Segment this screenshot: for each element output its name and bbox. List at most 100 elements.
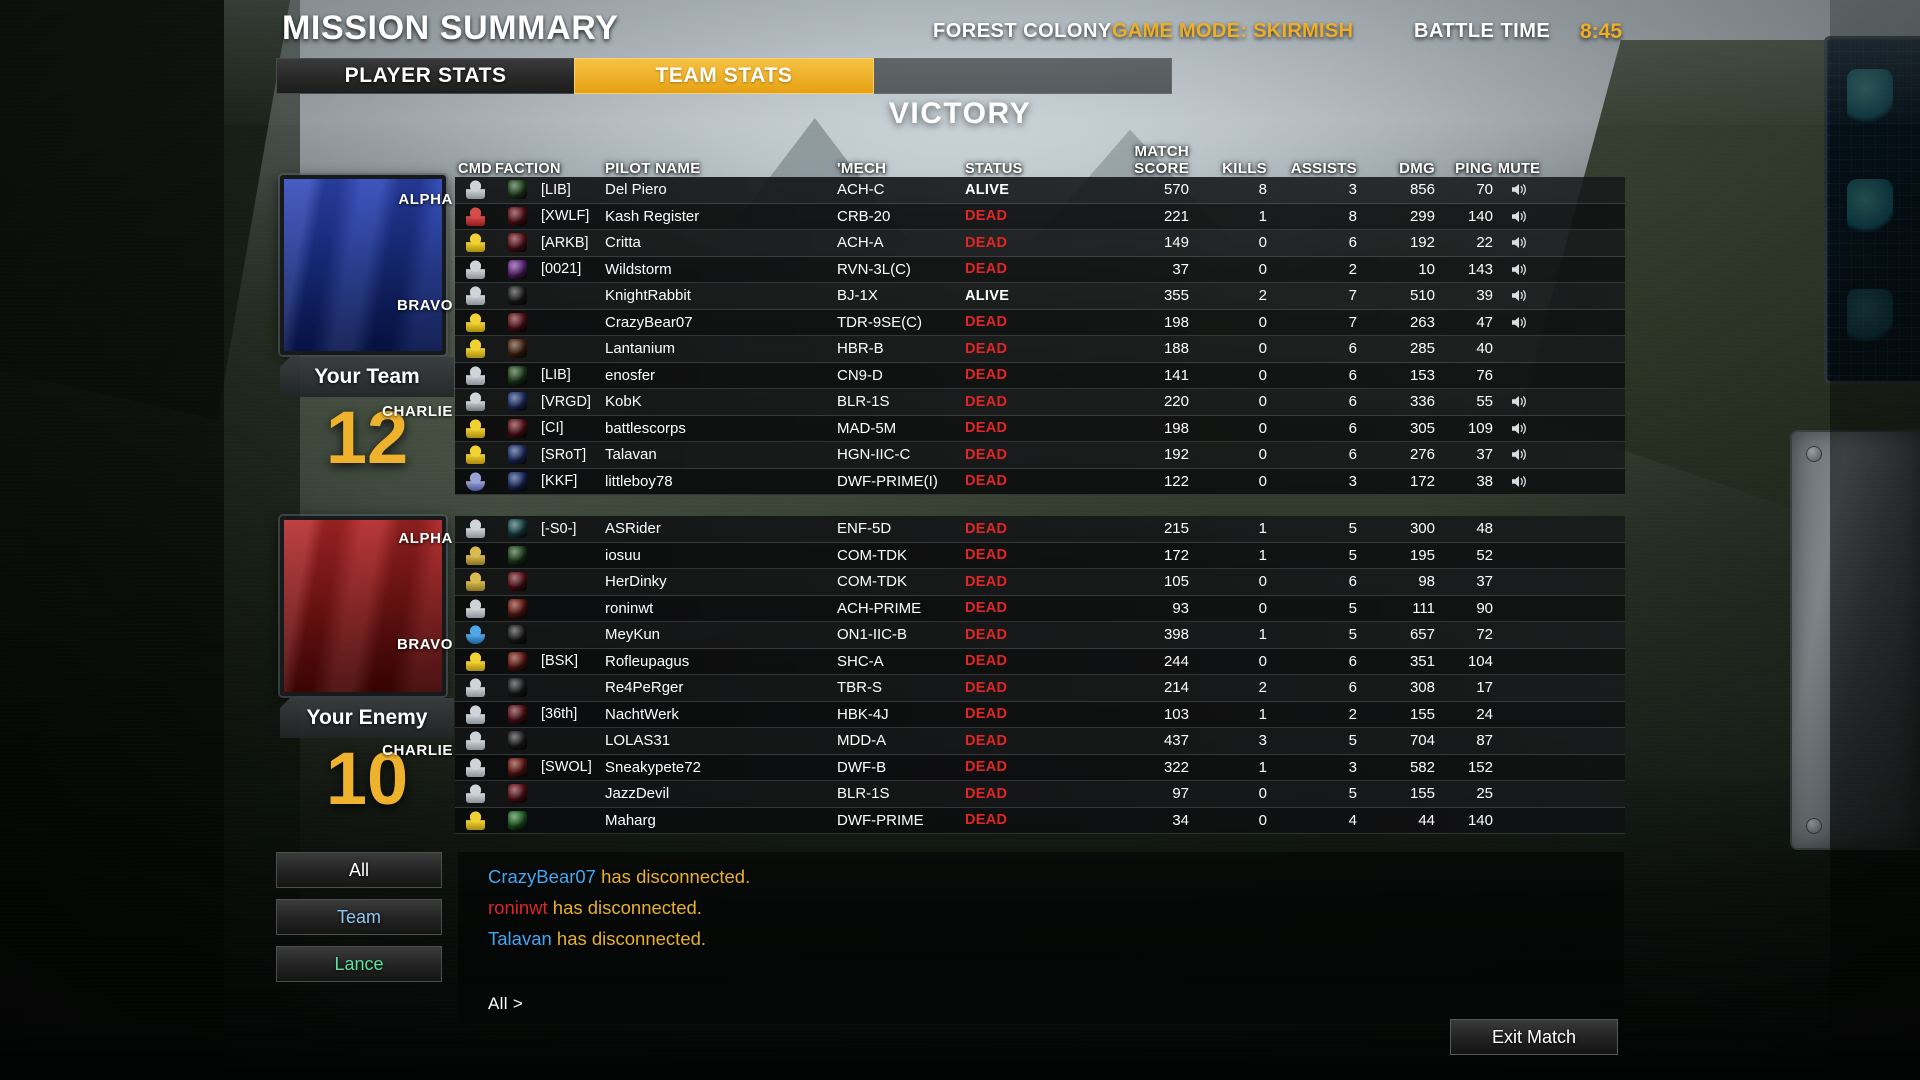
cell-kills: 2 — [1258, 287, 1267, 305]
chat-button-lance[interactable]: Lance — [276, 946, 442, 982]
crown-rank-icon — [465, 233, 485, 253]
cell-faction — [495, 471, 539, 491]
cell-pilot-name: HerDinky — [605, 573, 667, 591]
table-row[interactable]: HerDinky COM-TDK DEAD 105 0 6 98 37 — [455, 569, 1625, 596]
mute-speaker-icon[interactable] — [1511, 209, 1528, 224]
cell-mech: HGN-IIC-C — [837, 446, 911, 464]
cell-mute[interactable] — [1493, 421, 1545, 436]
chat-channel-buttons: All Team Lance — [276, 852, 442, 993]
table-row[interactable]: MeyKun ON1-IIC-B DEAD 398 1 5 657 72 — [455, 622, 1625, 649]
table-row[interactable]: [XWLF] Kash Register CRB-20 DEAD 221 1 8 299 140 — [455, 203, 1625, 230]
cell-unit-tag: [CI] — [541, 420, 564, 437]
chat-button-all[interactable]: All — [276, 852, 442, 888]
table-row[interactable]: [LIB] Del Piero ACH-C ALIVE 570 8 3 856 70 — [455, 177, 1625, 204]
enemy-team-label: Your Enemy — [280, 698, 454, 738]
table-row[interactable]: Re4PeRger TBR-S DEAD 214 2 6 308 17 — [455, 675, 1625, 702]
mute-speaker-icon[interactable] — [1511, 394, 1528, 409]
tab-team-stats[interactable]: TEAM STATS — [574, 58, 874, 94]
cell-match-score: 215 — [1163, 520, 1189, 538]
cell-cmd — [455, 180, 495, 200]
cell-mute[interactable] — [1493, 394, 1545, 409]
crown-rank-icon — [465, 651, 485, 671]
cell-assists: 6 — [1348, 679, 1357, 697]
table-row[interactable]: [-S0-] ASRider ENF-5D DEAD 215 1 5 300 48 — [455, 516, 1625, 543]
table-row[interactable]: [CI] battlescorps MAD-5M DEAD 198 0 6 305 109 — [455, 415, 1625, 442]
mute-speaker-icon[interactable] — [1511, 288, 1528, 303]
table-row[interactable]: JazzDevil BLR-1S DEAD 97 0 5 155 25 — [455, 781, 1625, 808]
table-row[interactable]: [SRoT] Talavan HGN-IIC-C DEAD 192 0 6 276 37 — [455, 442, 1625, 469]
table-row[interactable]: [SWOL] Sneakypete72 DWF-B DEAD 322 1 3 582 152 — [455, 754, 1625, 781]
cell-dmg: 44 — [1418, 811, 1435, 829]
table-row[interactable]: [BSK] Rofleupagus SHC-A DEAD 244 0 6 351 104 — [455, 648, 1625, 675]
mute-speaker-icon[interactable] — [1511, 315, 1528, 330]
cell-dmg: 195 — [1409, 546, 1435, 564]
table-row[interactable]: [KKF] littleboy78 DWF-PRIME(I) DEAD 122 0 3 172… — [455, 468, 1625, 495]
column-header-pilot: PILOT NAME — [605, 160, 701, 177]
cell-kills: 0 — [1258, 573, 1267, 591]
column-header-mute: MUTE — [1497, 161, 1541, 177]
cell-mute[interactable] — [1493, 288, 1545, 303]
cell-dmg: 299 — [1409, 207, 1435, 225]
pilot-rank-icon — [465, 259, 485, 279]
mute-speaker-icon[interactable] — [1511, 447, 1528, 462]
cell-mech: DWF-B — [837, 758, 887, 776]
tab-player-stats[interactable]: PLAYER STATS — [276, 58, 575, 94]
table-row[interactable]: LOLAS31 MDD-A DEAD 437 3 5 704 87 — [455, 728, 1625, 755]
lance-label: ALPHA — [398, 191, 453, 208]
cell-ping: 37 — [1476, 573, 1493, 591]
mute-speaker-icon[interactable] — [1511, 421, 1528, 436]
cell-mech: ACH-C — [837, 181, 885, 199]
table-row[interactable]: [ARKB] Critta ACH-A DEAD 149 0 6 192 22 — [455, 230, 1625, 257]
cell-dmg: 111 — [1412, 599, 1435, 617]
chat-input-prompt: All > — [488, 994, 524, 1013]
table-row[interactable]: [VRGD] KobK BLR-1S DEAD 220 0 6 336 55 — [455, 389, 1625, 416]
cell-mute[interactable] — [1493, 209, 1545, 224]
cell-mech: MDD-A — [837, 732, 887, 750]
cell-mech: DWF-PRIME(I) — [837, 472, 938, 490]
lance-group: BRAVO KnightRabbit BJ-1X ALIVE 355 2 7 510 39 Cra… — [397, 283, 1625, 389]
cell-mute[interactable] — [1493, 474, 1545, 489]
table-row[interactable]: [LIB] enosfer CN9-D DEAD 141 0 6 153 76 — [455, 362, 1625, 389]
mute-speaker-icon[interactable] — [1511, 474, 1528, 489]
pilot-rank-icon — [465, 678, 485, 698]
mute-speaker-icon[interactable] — [1511, 235, 1528, 250]
table-row[interactable]: Maharg DWF-PRIME DEAD 34 0 4 44 140 — [455, 807, 1625, 834]
exit-match-button[interactable]: Exit Match — [1450, 1019, 1618, 1055]
table-row[interactable]: KnightRabbit BJ-1X ALIVE 355 2 7 510 39 — [455, 283, 1625, 310]
cell-match-score: 437 — [1163, 732, 1189, 750]
cell-status: DEAD — [965, 208, 1008, 225]
table-row[interactable]: [36th] NachtWerk HBK-4J DEAD 103 1 2 155 24 — [455, 701, 1625, 728]
mute-speaker-icon[interactable] — [1511, 262, 1528, 277]
faction-emblem-icon — [507, 206, 527, 226]
cell-ping: 17 — [1476, 679, 1493, 697]
table-row[interactable]: Lantanium HBR-B DEAD 188 0 6 285 40 — [455, 336, 1625, 363]
table-row[interactable]: CrazyBear07 TDR-9SE(C) DEAD 198 0 7 263 47 — [455, 309, 1625, 336]
faction-emblem-icon — [507, 810, 527, 830]
mute-speaker-icon[interactable] — [1511, 182, 1528, 197]
cell-dmg: 582 — [1409, 758, 1435, 776]
cell-pilot-name: ASRider — [605, 520, 661, 538]
cell-status: DEAD — [965, 573, 1008, 590]
table-row[interactable]: roninwt ACH-PRIME DEAD 93 0 5 111 90 — [455, 595, 1625, 622]
cell-faction — [495, 810, 539, 830]
cell-mute[interactable] — [1493, 235, 1545, 250]
cell-match-score: 198 — [1163, 313, 1189, 331]
faction-emblem-icon — [507, 651, 527, 671]
chat-input-bar[interactable]: All > — [458, 984, 1624, 1024]
table-row[interactable]: iosuu COM-TDK DEAD 172 1 5 195 52 — [455, 542, 1625, 569]
cell-mute[interactable] — [1493, 315, 1545, 330]
cell-mute[interactable] — [1493, 262, 1545, 277]
cell-match-score: 93 — [1172, 599, 1189, 617]
cell-mute[interactable] — [1493, 182, 1545, 197]
cell-mute[interactable] — [1493, 447, 1545, 462]
cell-assists: 6 — [1348, 234, 1357, 252]
cell-status: DEAD — [965, 600, 1008, 617]
bolt-rank-icon — [465, 625, 485, 645]
cell-ping: 38 — [1476, 472, 1493, 490]
cell-status: DEAD — [965, 473, 1008, 490]
cell-match-score: 192 — [1163, 446, 1189, 464]
chat-button-team[interactable]: Team — [276, 899, 442, 935]
gold-rank-icon — [465, 545, 485, 565]
table-row[interactable]: [0021] Wildstorm RVN-3L(C) DEAD 37 0 2 10 143 — [455, 256, 1625, 283]
cell-dmg: 276 — [1409, 446, 1435, 464]
